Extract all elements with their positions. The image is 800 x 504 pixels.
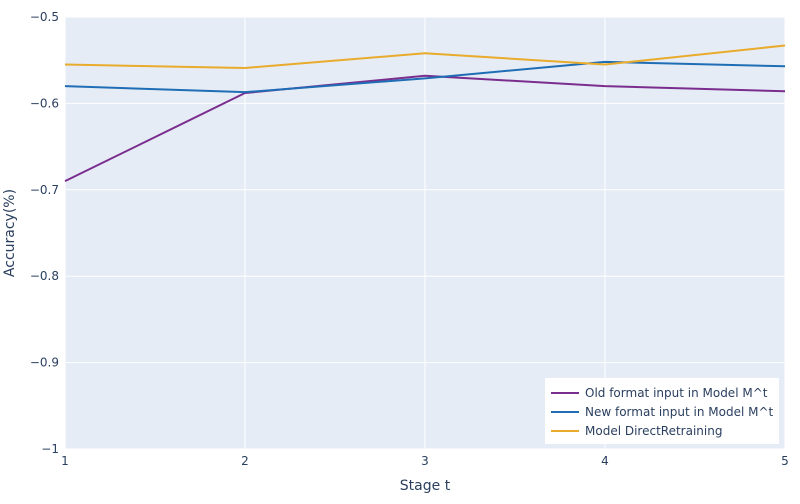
legend-label[interactable]: New format input in Model M^t xyxy=(585,405,774,419)
series-line-1 xyxy=(64,74,786,183)
y-axis-title: Accuracy(%) xyxy=(2,189,18,277)
legend-label[interactable]: Old format input in Model M^t xyxy=(585,386,768,400)
tick-labels: 1 2 3 4 5 −0.5 −0.6 −0.7 −0.8 −0.9 −1 xyxy=(30,10,789,468)
legend-box xyxy=(545,378,779,444)
y-tick-label: −1 xyxy=(41,442,59,456)
y-tick-label: −0.5 xyxy=(30,10,59,24)
series-lines xyxy=(64,44,786,183)
y-tick-label: −0.6 xyxy=(30,96,59,110)
x-tick-label: 3 xyxy=(421,454,429,468)
x-tick-label: 4 xyxy=(601,454,609,468)
x-tick-label: 1 xyxy=(61,454,69,468)
x-tick-label: 2 xyxy=(241,454,249,468)
x-axis-title: Stage t xyxy=(400,478,451,494)
y-tick-label: −0.9 xyxy=(30,356,59,370)
series-line-2 xyxy=(64,60,786,94)
y-tick-label: −0.8 xyxy=(30,269,59,283)
legend: Old format input in Model M^t New format … xyxy=(545,378,779,444)
grid-lines xyxy=(64,16,786,450)
x-tick-label: 5 xyxy=(781,454,789,468)
legend-label[interactable]: Model DirectRetraining xyxy=(585,424,722,438)
series-line-3 xyxy=(64,44,786,69)
y-tick-label: −0.7 xyxy=(30,183,59,197)
